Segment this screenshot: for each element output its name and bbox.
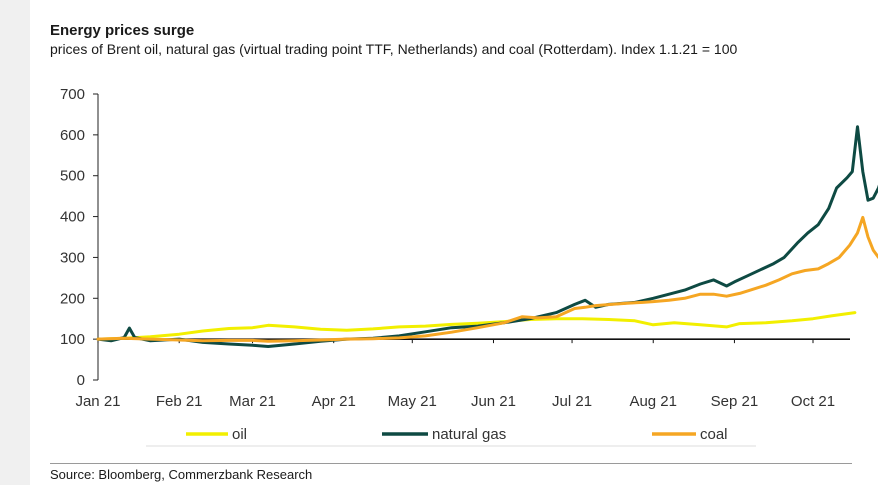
chart-panel bbox=[30, 0, 878, 485]
x-tick-label: Sep 21 bbox=[711, 393, 759, 410]
x-tick-label: Aug 21 bbox=[629, 393, 677, 410]
chart-subtitle: prices of Brent oil, natural gas (virtua… bbox=[50, 41, 738, 57]
y-tick-label: 300 bbox=[60, 249, 85, 266]
x-tick-label: May 21 bbox=[388, 393, 437, 410]
x-tick-label: Jul 21 bbox=[552, 393, 592, 410]
x-tick-label: Jun 21 bbox=[471, 393, 516, 410]
y-tick-label: 200 bbox=[60, 290, 85, 307]
y-tick-label: 400 bbox=[60, 209, 85, 226]
x-tick-label: Oct 21 bbox=[791, 393, 835, 410]
chart-title: Energy prices surge bbox=[50, 22, 195, 39]
y-tick-label: 100 bbox=[60, 331, 85, 348]
source-note: Source: Bloomberg, Commerzbank Research bbox=[50, 467, 313, 482]
series-line-natural-gas bbox=[96, 125, 878, 348]
series-line-coal bbox=[96, 215, 878, 343]
y-tick-label: 600 bbox=[60, 127, 85, 144]
legend-label-oil: oil bbox=[232, 426, 247, 443]
x-tick-label: Apr 21 bbox=[312, 393, 356, 410]
y-tick-label: 700 bbox=[60, 86, 85, 103]
footer-divider bbox=[50, 463, 852, 464]
legend-label-natural-gas: natural gas bbox=[432, 426, 506, 443]
legend-label-coal: coal bbox=[700, 426, 728, 443]
y-tick-label: 0 bbox=[77, 372, 85, 389]
x-tick-label: Jan 21 bbox=[75, 393, 120, 410]
series-line-oil bbox=[96, 311, 857, 341]
x-tick-label: Feb 21 bbox=[156, 393, 203, 410]
x-tick-label: Mar 21 bbox=[229, 393, 276, 410]
y-tick-label: 500 bbox=[60, 168, 85, 185]
